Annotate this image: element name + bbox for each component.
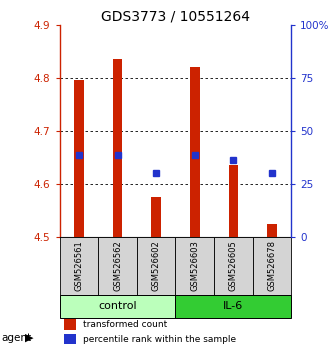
Bar [175,237,214,295]
Text: ▶: ▶ [25,333,33,343]
Text: GSM526562: GSM526562 [113,240,122,291]
Text: GSM526561: GSM526561 [74,240,83,291]
Bar [228,165,238,237]
Bar [60,237,98,295]
Text: GSM526605: GSM526605 [229,240,238,291]
Bar [74,80,84,237]
Text: GSM526602: GSM526602 [152,240,161,291]
Bar [64,334,76,344]
Bar [267,224,277,237]
Bar [190,67,200,237]
Text: control: control [98,301,137,312]
Text: GSM526603: GSM526603 [190,240,199,291]
Title: GDS3773 / 10551264: GDS3773 / 10551264 [101,10,250,24]
Text: agent: agent [2,333,32,343]
Text: IL-6: IL-6 [223,301,244,312]
Bar [253,237,291,295]
Text: percentile rank within the sample: percentile rank within the sample [83,335,236,344]
Bar [113,59,122,237]
Text: transformed count: transformed count [83,320,167,329]
Bar [64,319,76,330]
Bar [151,197,161,237]
Bar [214,237,253,295]
Bar [98,237,137,295]
Bar [137,237,175,295]
Text: GSM526678: GSM526678 [267,240,276,291]
Bar [60,295,175,318]
Bar [175,295,291,318]
